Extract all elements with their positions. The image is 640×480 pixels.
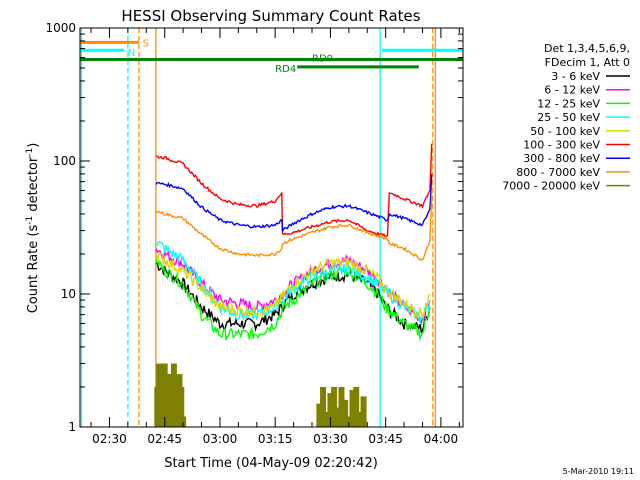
y-axis-label-mid: detector [26,156,41,216]
y-tick-label: 10 [61,287,76,301]
legend-label-7000-20000-kev: 7000 - 20000 keV [502,180,600,193]
series-point [360,396,367,427]
series-point [327,393,334,427]
series-line-50-100-kev [155,252,431,320]
x-tick-label: 02:45 [147,432,182,446]
series-point [180,416,187,427]
series-point [316,403,323,427]
x-tick-label: 04:00 [424,432,459,446]
state-bar-label-rd4: RD4 [275,64,296,75]
series-line-12-25-kev [155,256,431,342]
state-bar-label-rd0: RD0 [312,54,333,65]
series-line-100-300-kev [156,143,433,239]
series-point [342,399,349,427]
legend-label-800-7000-kev: 800 - 7000 keV [516,166,600,179]
legend-header-line-1: Det 1,3,4,5,6,9, [544,42,630,55]
legend-label-50-100-kev: 50 - 100 keV [530,125,600,138]
x-tick-label: 03:30 [313,432,348,446]
x-tick-label: 03:45 [368,432,403,446]
series-point [331,386,338,427]
y-tick-label: 1 [68,420,76,434]
series-point [338,386,345,427]
x-tick-label: 03:00 [203,432,238,446]
y-axis-label-sup1: -1 [25,216,35,225]
state-bar-label-n: N [128,48,135,59]
footer-timestamp: 5-Mar-2010 19:11 [563,467,634,476]
plot-frame [79,27,464,428]
x-tick-label: 02:30 [92,432,127,446]
y-tick-label: 1000 [45,21,76,35]
series-point [320,386,327,427]
y-tick-label: 100 [53,154,76,168]
legend-header-line-2: FDecim 1, Att 0 [545,56,630,69]
series-point [334,407,341,427]
series-point [323,411,330,427]
series-point [178,386,185,427]
series-point [353,386,360,427]
chart-title: HESSI Observing Summary Count Rates [121,7,420,25]
x-tick-label: 03:15 [258,432,293,446]
plot-area: SN RD0 RD4 [80,28,463,427]
y-axis-label: Count Rate (s-1 detector-1) [25,143,41,314]
series-7000-20000-kev [154,363,367,427]
legend-label-100-300-kev: 100 - 300 keV [523,139,600,152]
series-point [167,386,174,427]
series-point [345,416,352,427]
series-point [156,363,163,427]
series-line-800-7000-kev [155,195,433,261]
axes: 1 10 100 1000 02:30 02:45 03:00 03:15 03:30 03:45… [45,21,463,446]
x-axis-label: Start Time (04-May-09 02:20:42) [164,456,378,471]
y-axis-label-base: Count Rate (s [26,225,41,314]
series-point [349,389,356,427]
series-point [356,411,363,427]
series-line-300-800-kev [155,173,433,234]
legend-label-25-50-kev: 25 - 50 keV [537,111,600,124]
legend: Det 1,3,4,5,6,9, FDecim 1, Att 0 3 - 6 k… [502,42,630,193]
legend-label-12-25-kev: 12 - 25 keV [537,97,600,110]
legend-label-6-12-kev: 6 - 12 keV [544,84,600,97]
y-axis-label-end: ) [26,143,41,148]
legend-label-300-800-kev: 300 - 800 keV [523,152,600,165]
series-point [161,363,168,427]
series-line-3-6-kev [156,262,431,334]
y-axis-label-sup2: -1 [25,148,35,157]
state-bar-label-s: S [143,38,149,49]
legend-label-3-6-kev: 3 - 6 keV [551,70,600,83]
